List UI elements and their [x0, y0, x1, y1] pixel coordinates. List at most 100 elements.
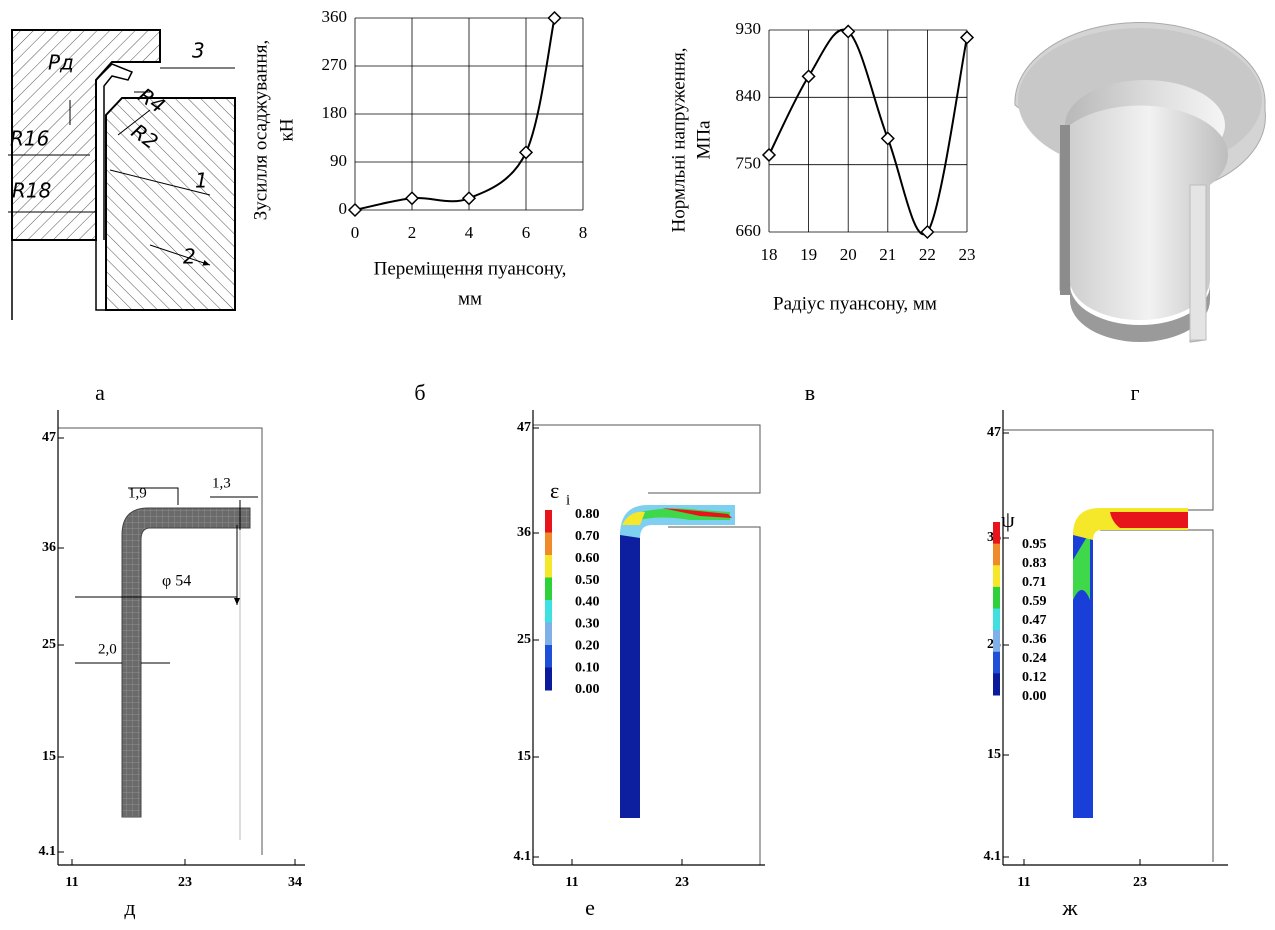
- legend-swatch: [993, 630, 1000, 653]
- legend-swatch: [993, 651, 1000, 674]
- label: 1: [195, 169, 208, 193]
- x-tick-label: 4: [465, 223, 474, 242]
- panel-g: [1014, 21, 1266, 343]
- y-tick-label: 930: [736, 19, 762, 38]
- panel-d-drawing: [58, 427, 263, 855]
- panel-a: [8, 29, 236, 320]
- caption: б: [414, 380, 425, 405]
- y-axis-label: Зусилля осаджування,: [250, 40, 271, 220]
- dimension: 1,3: [212, 475, 231, 491]
- dimension: 1,9: [128, 485, 147, 501]
- y-tick-label: 90: [330, 151, 347, 170]
- outline: [11, 240, 180, 320]
- data-line: [354, 17, 556, 211]
- x-tick-label: 18: [761, 245, 778, 264]
- caption: е: [585, 895, 595, 920]
- x-axis-label: Переміщення пуансону,: [374, 258, 567, 279]
- legend-value: 0.59: [1022, 594, 1047, 609]
- legend-swatch: [993, 522, 1000, 545]
- legend-value: 0.00: [575, 682, 600, 697]
- x-axis-label: мм: [458, 288, 482, 309]
- legend-title: ψ: [1001, 507, 1015, 532]
- legend-swatch: [545, 645, 552, 668]
- legend-title: ε: [550, 478, 559, 503]
- legend-value: 0.47: [1022, 613, 1047, 628]
- data-marker: [404, 191, 420, 206]
- y-tick-label: 660: [736, 221, 762, 240]
- label: 2: [183, 245, 196, 269]
- y-tick-label: 180: [322, 103, 348, 122]
- caption: г: [1130, 380, 1139, 405]
- x-tick-label: 11: [1017, 875, 1030, 890]
- y-tick-label: 15: [987, 747, 1001, 762]
- caption: д: [124, 895, 135, 920]
- caption: а: [95, 380, 105, 405]
- y-tick-label: 47: [987, 425, 1001, 440]
- panel-zh-drawing: [1003, 429, 1214, 862]
- mesh-part: [121, 507, 251, 818]
- legend-value: 0.12: [1022, 670, 1047, 685]
- y-tick-label: 750: [736, 154, 762, 173]
- x-tick-label: 11: [565, 875, 578, 890]
- y-tick-label: 15: [42, 749, 56, 764]
- x-tick-label: 23: [959, 245, 976, 264]
- legend-value: 0.70: [575, 529, 600, 544]
- data-marker: [547, 10, 562, 26]
- x-tick-label: 2: [408, 223, 417, 242]
- legend-value: 0.10: [575, 660, 600, 675]
- y-tick-label: 4.1: [984, 849, 1002, 864]
- x-tick-label: 8: [579, 223, 588, 242]
- legend-value: 0.80: [575, 507, 600, 522]
- y-tick-label: 47: [517, 420, 531, 435]
- legend-swatch: [545, 600, 552, 623]
- data-marker: [920, 224, 935, 240]
- x-tick-label: 23: [675, 875, 689, 890]
- legend-value: 0.30: [575, 617, 600, 632]
- label: R18: [12, 179, 51, 203]
- x-tick-label: 23: [178, 875, 192, 890]
- y-axis-label: МПа: [693, 120, 714, 160]
- x-tick-label: 21: [879, 245, 896, 264]
- data-marker: [761, 147, 777, 163]
- data-marker: [461, 191, 477, 206]
- x-axis-label: Радіус пуансону, мм: [773, 293, 937, 314]
- data-line: [768, 28, 968, 236]
- dimension: φ 54: [162, 573, 191, 590]
- y-tick-label: 4.1: [39, 844, 57, 859]
- x-tick-label: 34: [288, 875, 302, 890]
- label: 3: [192, 39, 205, 63]
- legend-value: 0.50: [575, 573, 600, 588]
- y-tick-label: 0: [339, 199, 348, 218]
- legend-swatch: [545, 510, 552, 533]
- y-tick-label: 270: [322, 55, 348, 74]
- x-tick-label: 6: [522, 223, 531, 242]
- legend-subscript: i: [566, 492, 570, 508]
- legend-value: 0.36: [1022, 632, 1047, 647]
- y-tick-label: 25: [517, 632, 531, 647]
- legend-swatch: [993, 565, 1000, 588]
- x-tick-label: 0: [351, 223, 360, 242]
- legend-value: 0.95: [1022, 537, 1047, 552]
- legend-value: 0.00: [1022, 689, 1047, 704]
- y-tick-label: 4.1: [514, 849, 532, 864]
- caption: в: [805, 380, 815, 405]
- legend-swatch: [993, 673, 1000, 696]
- legend-value: 0.83: [1022, 556, 1047, 571]
- data-marker: [347, 202, 363, 218]
- y-tick-label: 360: [322, 7, 348, 26]
- legend-value: 0.20: [575, 638, 600, 653]
- data-marker: [880, 131, 895, 146]
- leaders: [8, 67, 235, 265]
- data-marker: [801, 69, 816, 84]
- legend-swatch: [545, 532, 552, 556]
- y-tick-label: 36: [42, 540, 56, 555]
- label: Pд: [48, 51, 74, 75]
- label: R16: [10, 127, 49, 151]
- legend-value: 0.71: [1022, 575, 1047, 590]
- y-tick-label: 840: [736, 86, 762, 105]
- x-tick-label: 23: [1133, 875, 1147, 890]
- legend-swatch: [545, 667, 552, 691]
- legend-swatch: [545, 622, 552, 646]
- part-body: [620, 532, 640, 818]
